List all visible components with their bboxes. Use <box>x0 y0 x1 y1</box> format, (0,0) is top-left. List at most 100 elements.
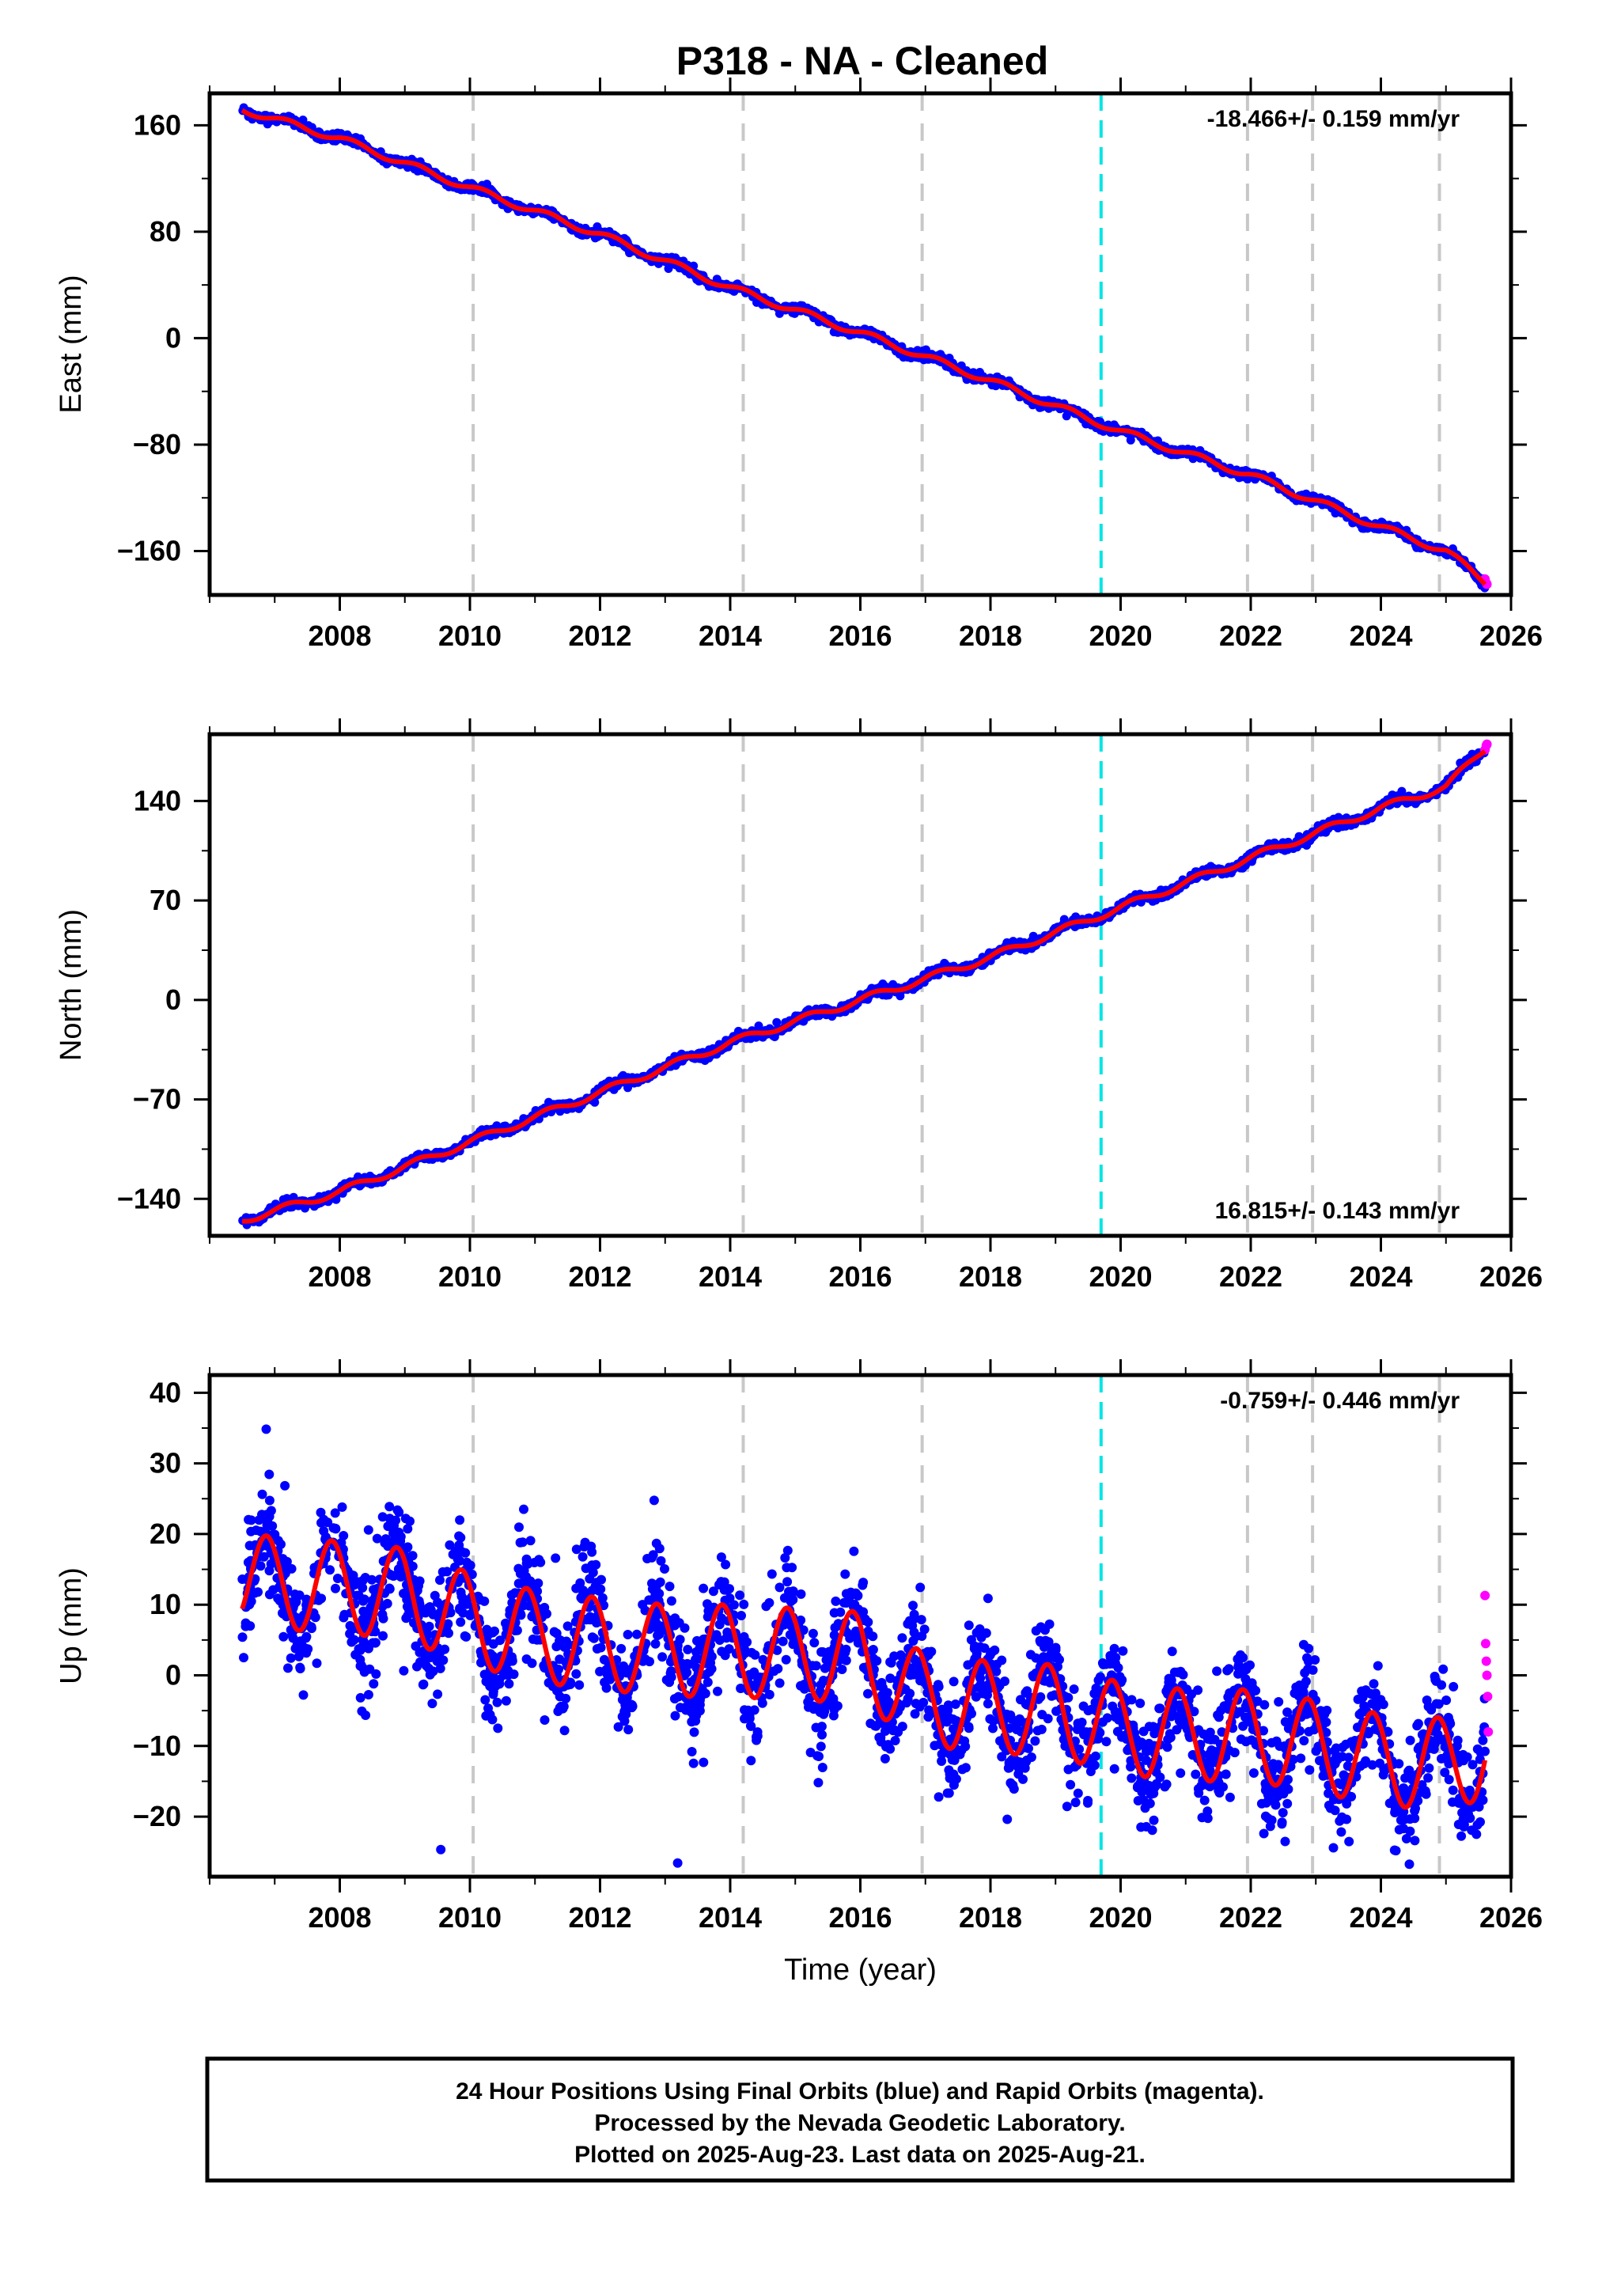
north-xtick-label: 2026 <box>1479 1260 1543 1293</box>
north-rate-label: 16.815+/- 0.143 mm/yr <box>1215 1198 1460 1224</box>
up-point <box>1135 1698 1146 1708</box>
up-point <box>455 1515 465 1525</box>
up-point <box>1440 1767 1450 1778</box>
north-y-axis-label: North (mm) <box>55 909 88 1061</box>
up-point <box>811 1661 821 1671</box>
north-xtick-label: 2018 <box>959 1260 1022 1293</box>
up-point <box>735 1590 745 1601</box>
up-point <box>650 1639 661 1649</box>
up-point <box>1212 1666 1222 1677</box>
up-point <box>1147 1825 1157 1836</box>
up-point <box>736 1684 746 1693</box>
up-point <box>1002 1814 1013 1824</box>
north-point <box>609 1085 619 1094</box>
up-point <box>1127 1773 1137 1783</box>
up-point <box>312 1658 322 1669</box>
north-ytick-label: 140 <box>134 784 181 816</box>
east-rate-label: -18.466+/- 0.159 mm/yr <box>1207 106 1460 132</box>
up-point <box>349 1635 359 1645</box>
up-point <box>672 1858 683 1868</box>
up-point <box>1336 1827 1346 1837</box>
east-point <box>1126 435 1135 445</box>
up-point <box>665 1582 675 1592</box>
north-rapid-point <box>1482 739 1492 749</box>
east-point <box>664 264 673 273</box>
up-point <box>571 1544 581 1555</box>
north-xtick-label: 2020 <box>1089 1260 1152 1293</box>
up-point <box>1423 1773 1433 1783</box>
up-point <box>479 1669 490 1680</box>
up-point <box>1396 1815 1406 1825</box>
up-point <box>809 1638 820 1648</box>
up-point <box>1373 1661 1383 1671</box>
up-point <box>781 1654 791 1665</box>
up-point <box>399 1665 409 1676</box>
up-point <box>666 1596 676 1606</box>
up-point <box>427 1699 437 1709</box>
up-point <box>897 1633 907 1643</box>
up-point <box>915 1582 926 1593</box>
north-model-fit-line <box>242 749 1486 1224</box>
up-point <box>1078 1701 1089 1711</box>
up-point <box>1424 1763 1434 1773</box>
up-point <box>365 1664 375 1674</box>
up-point <box>264 1495 275 1506</box>
up-point <box>746 1756 756 1766</box>
north-xtick-label: 2008 <box>308 1260 371 1293</box>
up-point <box>949 1677 959 1687</box>
up-point <box>964 1620 974 1631</box>
east-y-axis-label: East (mm) <box>55 275 88 413</box>
up-point <box>245 1621 256 1631</box>
east-point <box>1109 420 1119 430</box>
up-point <box>257 1489 267 1499</box>
east-xtick-label: 2010 <box>438 619 502 652</box>
up-point <box>367 1574 377 1585</box>
up-point <box>1280 1836 1290 1847</box>
up-point <box>1070 1798 1081 1808</box>
up-point <box>1468 1760 1478 1770</box>
north-final-orbit-points <box>238 739 1492 1229</box>
up-point <box>616 1643 627 1654</box>
up-point <box>737 1611 746 1620</box>
up-point <box>767 1569 777 1579</box>
up-point <box>657 1652 668 1662</box>
up-point <box>571 1669 581 1679</box>
north-point <box>1334 813 1343 822</box>
up-point <box>384 1502 395 1512</box>
up-point <box>689 1727 699 1737</box>
up-point <box>501 1695 511 1706</box>
east-xtick-label: 2018 <box>959 619 1022 652</box>
up-point <box>493 1723 503 1733</box>
up-point <box>1369 1679 1379 1689</box>
east-ytick-label: −80 <box>133 428 181 460</box>
up-point <box>239 1653 248 1663</box>
up-point <box>782 1577 793 1587</box>
east-xtick-label: 2026 <box>1479 619 1543 652</box>
up-point <box>1030 1736 1040 1746</box>
up-point <box>764 1689 774 1699</box>
east-point <box>483 180 491 189</box>
up-point <box>632 1629 642 1639</box>
north-xtick-label: 2024 <box>1349 1260 1412 1293</box>
up-point <box>699 1583 709 1593</box>
up-point <box>1259 1828 1269 1839</box>
east-xtick-label: 2012 <box>568 619 631 652</box>
north-point <box>772 1017 782 1027</box>
up-point <box>816 1722 827 1732</box>
north-point <box>1397 786 1407 796</box>
north-xtick-label: 2016 <box>828 1260 892 1293</box>
east-xtick-label: 2014 <box>699 619 762 652</box>
up-point <box>1248 1768 1259 1778</box>
up-point <box>858 1578 869 1588</box>
up-point <box>1149 1815 1159 1825</box>
up-point <box>492 1697 502 1707</box>
up-point <box>514 1522 524 1533</box>
north-xtick-label: 2014 <box>699 1260 762 1293</box>
up-final-orbit-points <box>237 1424 1494 1870</box>
north-ytick-label: −140 <box>117 1182 181 1214</box>
up-point <box>264 1469 275 1480</box>
up-point <box>1405 1814 1415 1824</box>
